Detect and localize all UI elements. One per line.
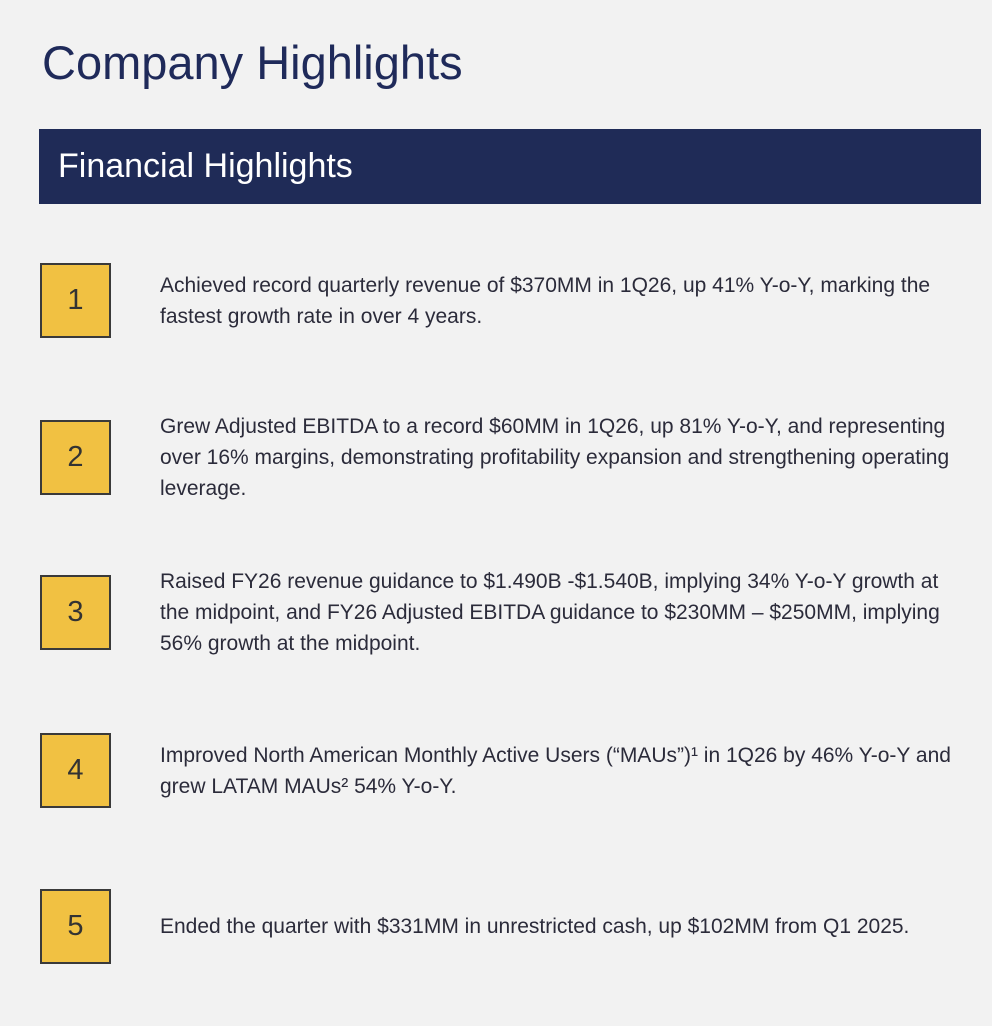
- item-text: Achieved record quarterly revenue of $37…: [160, 273, 931, 328]
- highlight-item: 4 Improved North American Monthly Active …: [40, 733, 970, 808]
- section-title: Financial Highlights: [58, 147, 353, 185]
- item-number: 2: [40, 420, 111, 495]
- highlight-item: 1 Achieved record quarterly revenue of $3…: [40, 263, 970, 338]
- item-number: 4: [40, 733, 111, 808]
- highlight-item: 2 Grew Adjusted EBITDA to a record $60MM …: [40, 415, 970, 500]
- highlight-item: 5 Ended the quarter with $331MM in unrest…: [40, 889, 970, 964]
- item-text: Grew Adjusted EBITDA to a record $60MM i…: [160, 415, 950, 500]
- highlight-item: 3 Raised FY26 revenue guidance to $1.490B…: [40, 570, 970, 655]
- item-text: Ended the quarter with $331MM in unrestr…: [160, 915, 910, 938]
- item-number: 3: [40, 575, 111, 650]
- item-text: Raised FY26 revenue guidance to $1.490B …: [160, 570, 940, 655]
- item-text: Improved North American Monthly Active U…: [160, 743, 951, 798]
- item-number: 5: [40, 889, 111, 964]
- item-number: 1: [40, 263, 111, 338]
- section-banner: Financial Highlights: [39, 129, 981, 204]
- page-title: Company Highlights: [42, 36, 463, 89]
